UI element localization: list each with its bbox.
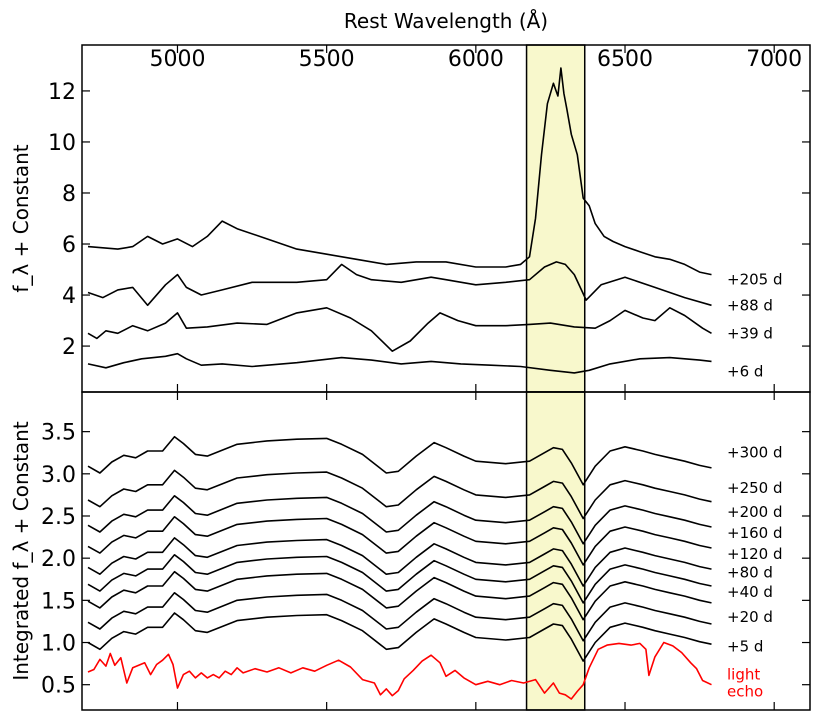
series-annotation: +6 d [727,363,763,381]
series-line--6-d [87,352,712,374]
series-annotation: +250 d [727,479,783,497]
x-tick-label: 6500 [597,47,653,72]
x-tick-label: 5500 [299,47,355,72]
frame-layer [81,44,811,711]
panel-frame-top [81,44,811,393]
x-axis-title: Rest Wavelength (Å) [344,9,548,33]
series-annotation: +88 d [727,296,773,314]
y-tick-label: 0.5 [41,674,76,699]
y-tick-label: 3.5 [41,421,76,446]
series-annotation: +5 d [727,638,763,656]
series-line--40-d [87,570,712,621]
y-tick-label: 3.0 [41,463,76,488]
y-tick-label: 8 [62,182,76,207]
series-line--5-d [87,612,712,662]
y-tick-label: 2 [62,335,76,360]
series-layer [87,67,712,700]
y-tick-label: 10 [48,131,76,156]
y-tick-label: 2.5 [41,505,76,530]
series-line--205-d [87,67,712,276]
series-annotation: +300 d [727,444,783,462]
x-tick-label: 7000 [746,47,802,72]
series-line--200-d [87,495,712,545]
y-tick-label: 2.0 [41,547,76,572]
series-annotation: echo [727,682,763,700]
series-annotation: +205 d [727,271,783,289]
series-annotation: light [727,666,760,684]
y-tick-label: 4 [62,284,76,309]
series-line--80-d [87,554,712,604]
series-annotation: +80 d [727,564,773,582]
series-line--300-d [87,435,712,486]
series-annotation: +20 d [727,608,773,626]
panel-frame-bottom [81,391,811,711]
series-annotation: +160 d [727,524,783,542]
series-line--88-d [87,261,712,307]
y-axis-title-bottom: Integrated f_λ + Constant [9,421,33,681]
series-line--20-d [87,592,712,642]
y-tick-label: 12 [48,80,76,105]
series-annotation: +200 d [727,503,783,521]
y-tick-label: 1.0 [41,632,76,657]
series-annotation: +39 d [727,324,773,342]
y-axis-title-top: f_λ + Constant [9,144,33,292]
series-line--160-d [87,516,712,566]
series-line-light-echo [87,641,712,700]
y-tick-label: 6 [62,233,76,258]
series-annotation: +120 d [727,545,783,563]
series-line--39-d [87,307,712,352]
x-tick-label: 6000 [448,47,504,72]
y-tick-label: 1.5 [41,589,76,614]
text-layer: Rest Wavelength (Å) 5000 5500 6000 6500 7000 2… [9,9,802,700]
series-line--250-d [87,469,712,520]
series-annotation: +40 d [727,583,773,601]
highlight-band-layer [525,44,586,711]
x-tick-label: 5000 [149,47,205,72]
series-line--120-d [87,537,712,587]
